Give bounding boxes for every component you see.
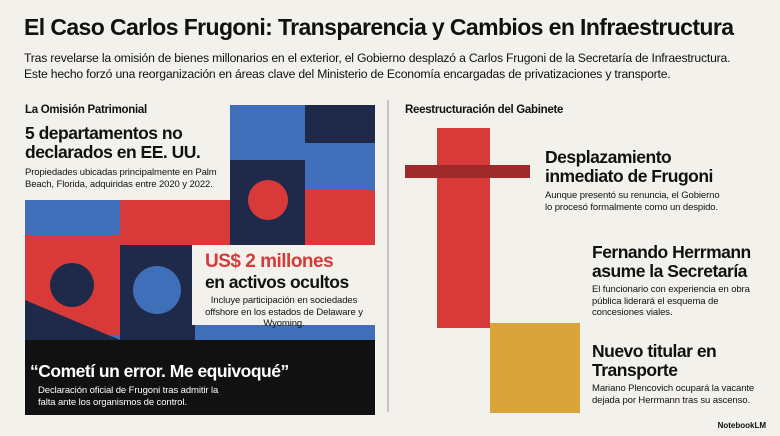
item-heading: en activos ocultos [205, 272, 349, 292]
quote: “Cometí un error. Me equivoqué” [30, 361, 289, 381]
highlight: US$ 2 millones [205, 251, 334, 272]
brand: NotebookLM [717, 421, 766, 430]
item-body: Declaración oficial de Frugoni tras admi… [38, 385, 219, 408]
title: El Caso Carlos Frugoni: Transparencia y … [24, 14, 734, 40]
section-label: La Omisión Patrimonial [25, 104, 147, 116]
item-heading: Fernando Herrmann asume la Secretaría [592, 242, 751, 281]
item-body: El funcionario con experiencia en obra p… [592, 284, 750, 318]
item-body: Aunque presentó su renuncia, el Gobierno… [545, 190, 720, 213]
item-heading: 5 departamentos no declarados en EE. UU. [25, 123, 201, 162]
item-heading: Desplazamiento inmediato de Frugoni [545, 147, 713, 186]
item-heading: Nuevo titular en Transporte [592, 341, 717, 380]
subtitle: Tras revelarse la omisión de bienes mill… [24, 51, 731, 81]
item-body: Mariano Plencovich ocupará la vacante de… [592, 383, 755, 406]
section-label: Reestructuración del Gabinete [405, 104, 564, 116]
item-body: Propiedades ubicadas principalmente en P… [25, 167, 217, 190]
item-body: Incluye participación en sociedades offs… [205, 295, 363, 329]
